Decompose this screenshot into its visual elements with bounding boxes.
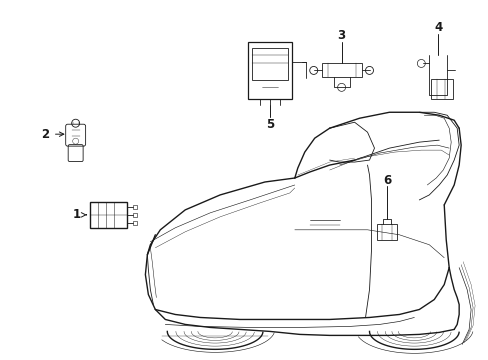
Text: 1: 1	[72, 208, 81, 221]
Text: 3: 3	[337, 29, 345, 42]
Text: 4: 4	[433, 21, 442, 34]
Text: 2: 2	[41, 128, 49, 141]
Bar	[430, 80, 452, 99]
Bar	[133, 221, 137, 225]
Bar	[133, 205, 137, 209]
Bar	[377, 224, 397, 240]
Bar	[247, 41, 291, 99]
Bar	[251, 48, 287, 80]
Text: 6: 6	[383, 174, 391, 186]
Text: 5: 5	[265, 118, 273, 131]
Bar	[133, 213, 137, 217]
Bar	[321, 63, 361, 77]
